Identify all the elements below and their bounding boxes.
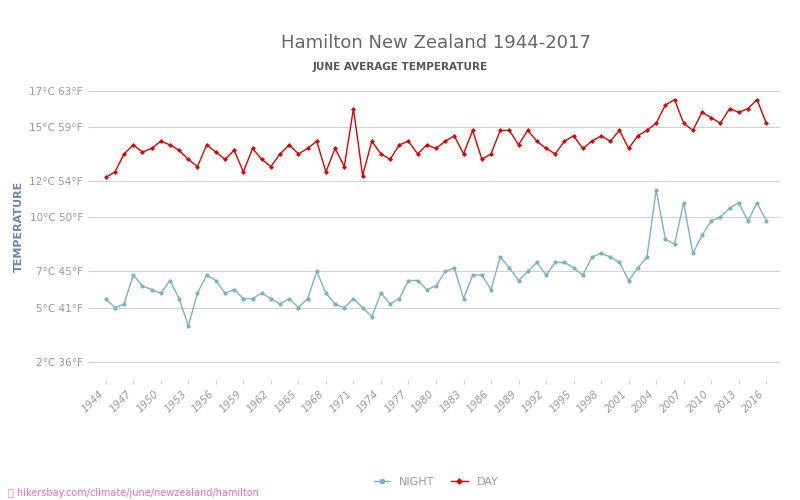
Text: 📍 hikersbay.com/climate/june/newzealand/hamilton: 📍 hikersbay.com/climate/june/newzealand/… xyxy=(8,488,259,498)
Legend: NIGHT, DAY: NIGHT, DAY xyxy=(369,472,503,492)
Y-axis label: TEMPERATURE: TEMPERATURE xyxy=(14,180,24,272)
Title: Hamilton New Zealand 1944-2017: Hamilton New Zealand 1944-2017 xyxy=(281,34,591,52)
Text: JUNE AVERAGE TEMPERATURE: JUNE AVERAGE TEMPERATURE xyxy=(313,62,487,72)
